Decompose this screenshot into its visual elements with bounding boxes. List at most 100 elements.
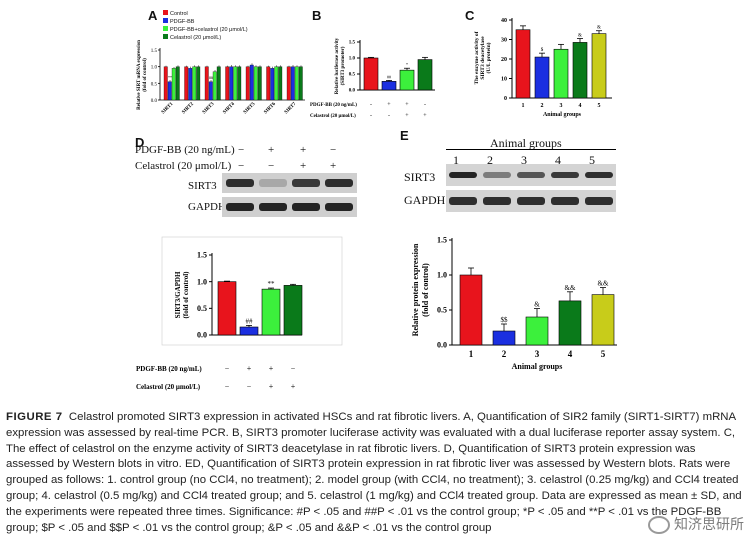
e-gapdh-band: [551, 197, 579, 205]
e-gapdh-band: [483, 197, 511, 205]
legend-item-combo: PDGF-BB+celastrol (20 μmol/L): [163, 26, 248, 34]
a-y-tick-label: 0.0: [151, 99, 158, 104]
a-bar: [192, 66, 197, 101]
e-sirt3-band: [585, 172, 613, 178]
a-bar: [266, 66, 271, 101]
c-bar-4: [572, 42, 588, 99]
e-x-tick-label: 3: [535, 349, 540, 359]
b-y-label-line1: Relative luciferase activity: [335, 37, 340, 94]
a-bar: [175, 66, 180, 101]
e-header-rule: [446, 149, 616, 150]
b-row1-sign: +: [405, 102, 409, 108]
d-x-row2-sign: +: [269, 382, 274, 391]
a-bar: [233, 66, 238, 101]
a-bar: [163, 66, 168, 101]
a-bar: [298, 66, 303, 101]
panel-c-chart: 0 10 20 30 40 $ & & 1 2 3 4 5 Animal groups The enzyme…: [474, 18, 612, 118]
e-y-label-line1: Relative protein expression: [411, 243, 420, 336]
b-row2-sign: +: [423, 113, 427, 119]
e-bar-3: [525, 316, 549, 346]
watermark-icon: [648, 516, 670, 534]
a-x-tick-label: SIRT2: [181, 102, 195, 116]
d-row2-label: Celastrol (20 μmol/L): [135, 160, 232, 172]
d-row1-sign: −: [238, 144, 245, 156]
c-y-tick-label: 0: [504, 96, 507, 102]
e-x-label: Animal groups: [512, 362, 563, 371]
a-sig-label: ##: [209, 75, 213, 80]
c-bar-2: [534, 56, 550, 99]
a-bar: [188, 68, 193, 101]
d-x-row1-sign: +: [247, 364, 252, 373]
a-bar: [294, 66, 299, 101]
figure-caption: FIGURE 7 Celastrol promoted SIRT3 expres…: [6, 410, 744, 536]
legend-item-control: Control: [163, 10, 248, 18]
a-bar: [196, 66, 201, 101]
d-x-row2-sign: +: [291, 382, 296, 391]
e-lane-number: 3: [521, 153, 527, 167]
b-sig-label: ##: [387, 74, 391, 79]
c-x-tick-label: 1: [522, 103, 525, 109]
e-bar-2: [492, 330, 516, 346]
a-bar: [274, 66, 279, 101]
c-bar-1: [515, 29, 531, 99]
b-row1-sign: -: [370, 102, 372, 108]
panel-a-legend: Control PDGF-BB PDGF-BB+celastrol (20 μm…: [163, 10, 248, 42]
b-row2-sign: -: [370, 113, 372, 119]
e-lane-number: 2: [487, 153, 493, 167]
d-gapdh-band: [292, 203, 320, 211]
d-x-row1-label: PDGF-BB (20 ng/mL): [136, 365, 202, 373]
e-sirt3-band: [449, 172, 477, 178]
e-sig-label: $$: [501, 316, 509, 324]
legend-swatch-pdgf: [163, 18, 168, 23]
a-x-tick-label: SIRT6: [263, 102, 277, 116]
caption-text: Celastrol promoted SIRT3 expression in a…: [6, 411, 742, 534]
e-bar-4: [558, 300, 582, 346]
c-y-label-line1: The enzyme activity of: [474, 31, 480, 84]
e-blot2-label: GAPDH: [404, 193, 446, 207]
b-bar-3: [399, 69, 415, 91]
a-x-tick-label: SIRT4: [222, 102, 236, 116]
legend-swatch-celastrol: [163, 34, 168, 39]
c-y-tick-label: 20: [501, 57, 507, 63]
e-x-tick-label: 4: [568, 349, 573, 359]
b-bar-2: [381, 81, 397, 91]
d-blot2-label: GAPDH: [188, 201, 226, 213]
d-y-label-line2: (fold of control): [182, 271, 190, 319]
panel-d-blot: [222, 173, 357, 217]
b-row2-sign: +: [405, 113, 409, 119]
b-row1-label: PDGF-BB (20 ng/mL): [310, 103, 357, 108]
a-x-tick-label: SIRT7: [284, 102, 298, 116]
a-bar: [208, 81, 213, 101]
c-y-tick-label: 40: [501, 18, 507, 24]
b-y-label-line2: (SIRT3 promoter): [341, 46, 346, 85]
a-bar: [249, 64, 254, 101]
d-chart-frame: [161, 236, 343, 346]
b-row1-sign: -: [424, 102, 426, 108]
e-gapdh-band: [517, 197, 545, 205]
e-sig-label: &&: [598, 280, 609, 288]
b-y-tick-label: 1.5: [349, 41, 356, 46]
a-x-tick-label: SIRT3: [202, 102, 216, 116]
legend-swatch-control: [163, 10, 168, 15]
d-y-tick-label: 0.5: [197, 304, 207, 313]
a-bar: [229, 66, 234, 101]
c-y-tick-label: 30: [501, 38, 507, 44]
a-x-tick-label: SIRT5: [243, 102, 257, 116]
d-row2-sign: +: [300, 160, 307, 172]
panel-c-letter: C: [465, 8, 475, 23]
c-x-tick-label: 4: [579, 103, 582, 109]
c-x-tick-label: 2: [541, 103, 544, 109]
e-lane-number: 4: [555, 153, 561, 167]
panel-a-letter: A: [148, 8, 158, 23]
e-header: Animal groups: [490, 136, 562, 150]
panel-a-chart: 0.0 0.5 1.0 1.5 Relative SIRT mRNA expressio…: [137, 40, 305, 116]
a-bar: [225, 66, 230, 101]
e-lane-number: 5: [589, 153, 595, 167]
c-bar-3: [553, 48, 569, 99]
b-sig-label: *: [406, 62, 408, 67]
a-bar: [245, 66, 250, 101]
c-bar-5: [591, 33, 607, 99]
a-bar: [204, 66, 209, 101]
a-bar: [212, 71, 217, 101]
a-y-tick-label: 0.5: [151, 82, 158, 87]
